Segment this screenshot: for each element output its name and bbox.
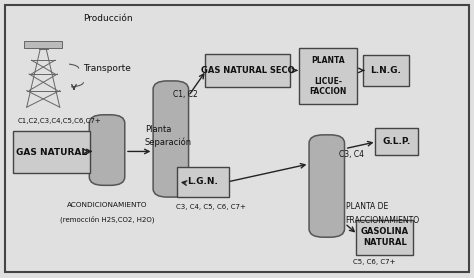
FancyBboxPatch shape	[153, 81, 189, 197]
Text: (remocción H2S,CO2, H2O): (remocción H2S,CO2, H2O)	[60, 215, 154, 223]
Text: ACONDICIONAMIENTO: ACONDICIONAMIENTO	[67, 202, 147, 208]
Text: C3, C4: C3, C4	[338, 150, 364, 159]
Text: GAS NATURAL SECO: GAS NATURAL SECO	[201, 66, 294, 75]
Text: C5, C6, C7+: C5, C6, C7+	[353, 259, 395, 265]
FancyBboxPatch shape	[205, 54, 291, 87]
Text: L.G.N.: L.G.N.	[187, 177, 218, 186]
FancyBboxPatch shape	[300, 48, 356, 104]
Bar	[24, 41, 62, 48]
Text: PLANTA DE: PLANTA DE	[346, 202, 388, 211]
FancyBboxPatch shape	[375, 128, 418, 155]
Text: Transporte: Transporte	[83, 64, 131, 73]
FancyBboxPatch shape	[356, 220, 413, 255]
Text: L.N.G.: L.N.G.	[371, 66, 401, 75]
Text: C1, C2: C1, C2	[173, 90, 198, 99]
Text: C1,C2,C3,C4,C5,C6,C7+: C1,C2,C3,C4,C5,C6,C7+	[17, 118, 101, 124]
Text: GASOLINA
NATURAL: GASOLINA NATURAL	[361, 227, 409, 247]
FancyBboxPatch shape	[13, 131, 90, 173]
Text: G.L.P.: G.L.P.	[383, 137, 410, 146]
Text: FRACCIONAMIENTO: FRACCIONAMIENTO	[346, 216, 420, 225]
Text: Planta: Planta	[145, 125, 171, 134]
FancyBboxPatch shape	[89, 115, 125, 185]
Text: C3, C4, C5, C6, C7+: C3, C4, C5, C6, C7+	[175, 204, 246, 210]
Text: Separación: Separación	[145, 137, 192, 147]
FancyBboxPatch shape	[309, 135, 345, 237]
Text: Producción: Producción	[83, 14, 133, 23]
FancyBboxPatch shape	[363, 55, 409, 86]
Text: GAS NATURAL: GAS NATURAL	[16, 148, 87, 157]
Text: PLANTA

LICUE-
FACCION: PLANTA LICUE- FACCION	[310, 56, 346, 96]
FancyBboxPatch shape	[176, 167, 229, 197]
